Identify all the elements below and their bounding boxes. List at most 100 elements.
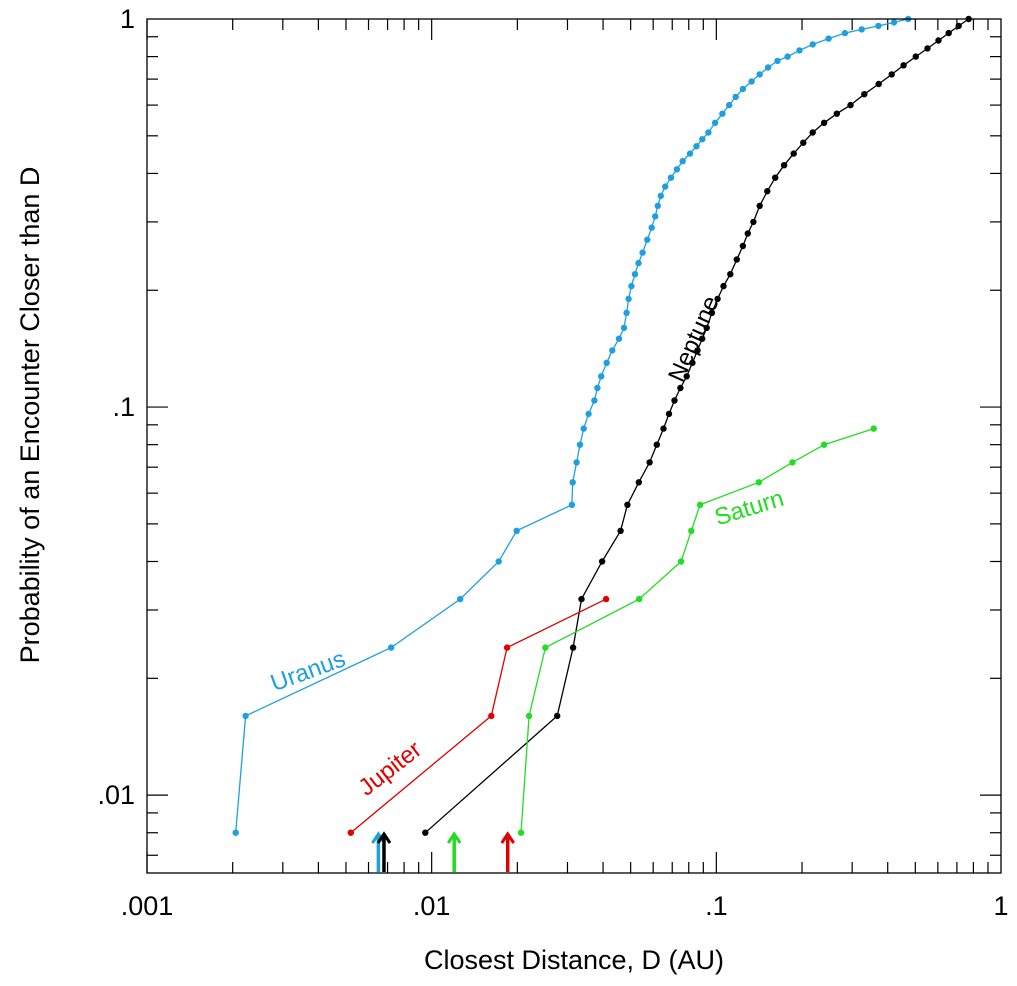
data-point-neptune xyxy=(780,162,788,169)
data-point-uranus xyxy=(652,213,659,220)
series-jupiter xyxy=(347,595,610,836)
data-point-uranus xyxy=(719,110,726,117)
data-point-uranus xyxy=(603,359,610,366)
data-point-uranus xyxy=(639,249,646,256)
data-point-uranus xyxy=(648,224,655,231)
data-point-jupiter xyxy=(503,644,511,651)
data-point-uranus xyxy=(513,527,520,534)
data-point-uranus xyxy=(569,479,576,486)
data-point-uranus xyxy=(598,373,605,380)
data-point-uranus xyxy=(591,397,598,404)
data-point-neptune xyxy=(924,45,931,52)
data-point-neptune xyxy=(820,119,828,127)
plot-frame xyxy=(146,18,1002,874)
data-point-neptune xyxy=(733,256,740,263)
series-line-jupiter xyxy=(350,598,607,834)
y-tick-label: .01 xyxy=(97,780,135,810)
series-line-saturn xyxy=(520,427,874,833)
x-tick-label: .01 xyxy=(413,891,451,921)
data-point-uranus xyxy=(623,309,630,316)
data-point-neptune xyxy=(756,202,763,209)
data-point-saturn xyxy=(789,459,796,466)
data-point-uranus xyxy=(662,183,669,190)
series-label-jupiter: Jupiter xyxy=(353,736,426,802)
data-point-uranus xyxy=(576,441,584,448)
data-point-uranus xyxy=(748,78,755,85)
series-label-neptune: Neptune xyxy=(663,292,725,386)
data-point-neptune xyxy=(665,410,673,418)
data-point-uranus xyxy=(657,192,664,200)
series-label-saturn: Saturn xyxy=(711,485,787,531)
data-point-saturn xyxy=(525,712,533,720)
series-neptune xyxy=(422,15,972,836)
data-point-uranus xyxy=(732,93,739,101)
data-point-uranus xyxy=(841,29,849,37)
series-line-neptune xyxy=(424,18,970,834)
arrow-saturn xyxy=(446,831,462,872)
data-point-neptune xyxy=(739,242,747,250)
data-point-neptune xyxy=(888,71,895,78)
data-point-saturn xyxy=(677,558,685,565)
data-point-saturn xyxy=(636,595,643,603)
series-label-uranus: Uranus xyxy=(267,645,349,697)
y-axis-title: Probability of an Encounter Closer than … xyxy=(15,167,45,664)
data-point-jupiter xyxy=(488,712,495,720)
data-point-neptune xyxy=(955,22,962,30)
data-point-saturn xyxy=(688,527,695,534)
data-point-uranus xyxy=(875,22,882,30)
data-point-neptune xyxy=(875,80,882,88)
data-point-neptune xyxy=(677,384,684,392)
data-point-uranus xyxy=(242,712,249,720)
data-point-neptune xyxy=(772,174,779,181)
data-point-neptune xyxy=(764,188,771,195)
data-point-uranus xyxy=(232,829,239,836)
data-point-uranus xyxy=(686,150,694,157)
data-point-uranus xyxy=(568,501,576,508)
data-point-uranus xyxy=(726,101,733,109)
data-point-neptune xyxy=(635,479,642,486)
series-uranus xyxy=(232,15,912,836)
data-point-uranus xyxy=(631,271,639,278)
series-line-uranus xyxy=(235,18,909,833)
data-point-uranus xyxy=(644,236,651,243)
data-point-uranus xyxy=(495,558,502,565)
data-point-uranus xyxy=(764,64,772,71)
data-point-neptune xyxy=(833,110,840,117)
data-point-jupiter xyxy=(347,829,354,836)
x-tick-label: .1 xyxy=(705,891,728,921)
data-point-neptune xyxy=(935,37,942,44)
data-point-uranus xyxy=(774,57,781,65)
data-point-neptune xyxy=(578,595,585,603)
data-point-neptune xyxy=(569,644,577,651)
data-point-uranus xyxy=(628,282,635,290)
data-point-saturn xyxy=(870,425,877,432)
data-point-neptune xyxy=(660,425,667,432)
data-point-uranus xyxy=(609,347,616,354)
data-point-jupiter xyxy=(602,595,610,603)
data-point-uranus xyxy=(673,166,681,173)
data-point-uranus xyxy=(699,136,706,143)
data-point-uranus xyxy=(387,644,395,651)
y-tick-label: .1 xyxy=(112,392,135,422)
data-point-neptune xyxy=(900,62,907,69)
data-point-uranus xyxy=(667,174,675,181)
data-point-neptune xyxy=(861,91,868,98)
data-point-neptune xyxy=(554,712,561,720)
data-point-uranus xyxy=(625,295,632,303)
data-point-neptune xyxy=(699,335,706,342)
data-point-neptune xyxy=(714,295,721,303)
data-point-neptune xyxy=(912,53,919,60)
data-point-uranus xyxy=(825,35,832,42)
data-point-uranus xyxy=(705,129,712,136)
data-point-neptune xyxy=(703,324,710,332)
arrow-neptune xyxy=(376,831,392,872)
tick-marks xyxy=(146,19,1001,873)
data-point-uranus xyxy=(693,143,700,150)
data-point-uranus xyxy=(585,410,592,418)
series-saturn xyxy=(517,425,877,836)
data-point-uranus xyxy=(739,85,747,93)
data-point-saturn xyxy=(755,479,762,486)
data-point-neptune xyxy=(744,230,751,237)
data-point-uranus xyxy=(457,595,464,603)
data-point-uranus xyxy=(858,26,865,33)
